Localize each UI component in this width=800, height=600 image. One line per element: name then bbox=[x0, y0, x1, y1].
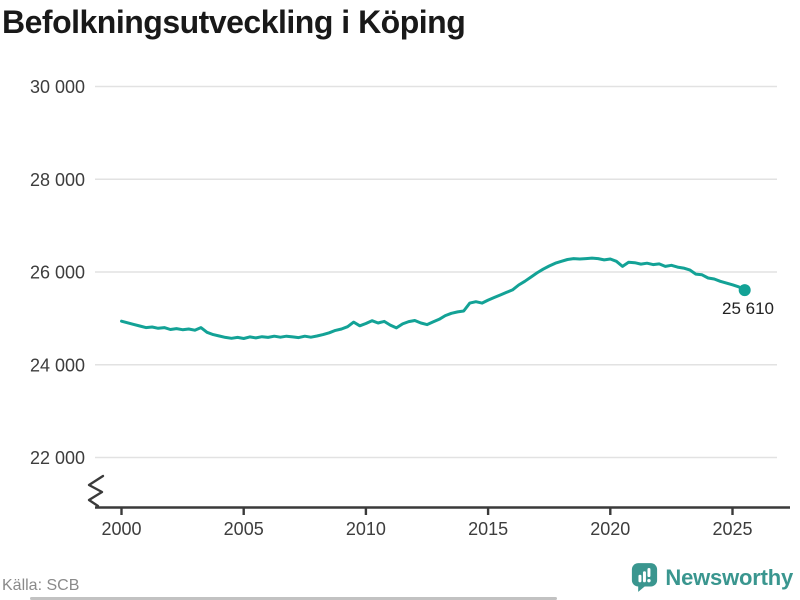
cropped-element-strip bbox=[30, 597, 557, 600]
logo-bar-small bbox=[638, 574, 642, 583]
y-axis-label: 24 000 bbox=[30, 355, 85, 375]
y-axis-label: 30 000 bbox=[30, 77, 85, 97]
logo-bubble-tail bbox=[638, 584, 648, 592]
x-axis-label: 2005 bbox=[224, 519, 264, 539]
x-axis-label: 2010 bbox=[346, 519, 386, 539]
x-axis-label: 2000 bbox=[101, 519, 141, 539]
y-axis-label: 22 000 bbox=[30, 448, 85, 468]
y-axis-label: 28 000 bbox=[30, 170, 85, 190]
y-axis-label: 26 000 bbox=[30, 263, 85, 283]
newsworthy-icon bbox=[632, 563, 658, 592]
newsworthy-wordmark: Newsworthy bbox=[665, 564, 793, 590]
chart-title: Befolkningsutveckling i Köping bbox=[2, 4, 466, 40]
logo-bar-medium bbox=[643, 571, 647, 583]
x-axis-label: 2015 bbox=[468, 519, 508, 539]
population-line bbox=[120, 256, 747, 340]
axis-break-icon bbox=[87, 474, 105, 508]
newsworthy-logo[interactable]: Newsworthy bbox=[631, 561, 793, 594]
end-point-marker bbox=[738, 284, 751, 297]
x-axis-label: 2020 bbox=[590, 519, 630, 539]
end-value-label: 25 610 bbox=[722, 299, 774, 318]
source-caption: Källa: SCB bbox=[2, 577, 80, 594]
logo-exclamation-bar bbox=[647, 568, 651, 578]
x-axis-label: 2025 bbox=[712, 519, 752, 539]
logo-exclamation-dot bbox=[647, 578, 652, 583]
